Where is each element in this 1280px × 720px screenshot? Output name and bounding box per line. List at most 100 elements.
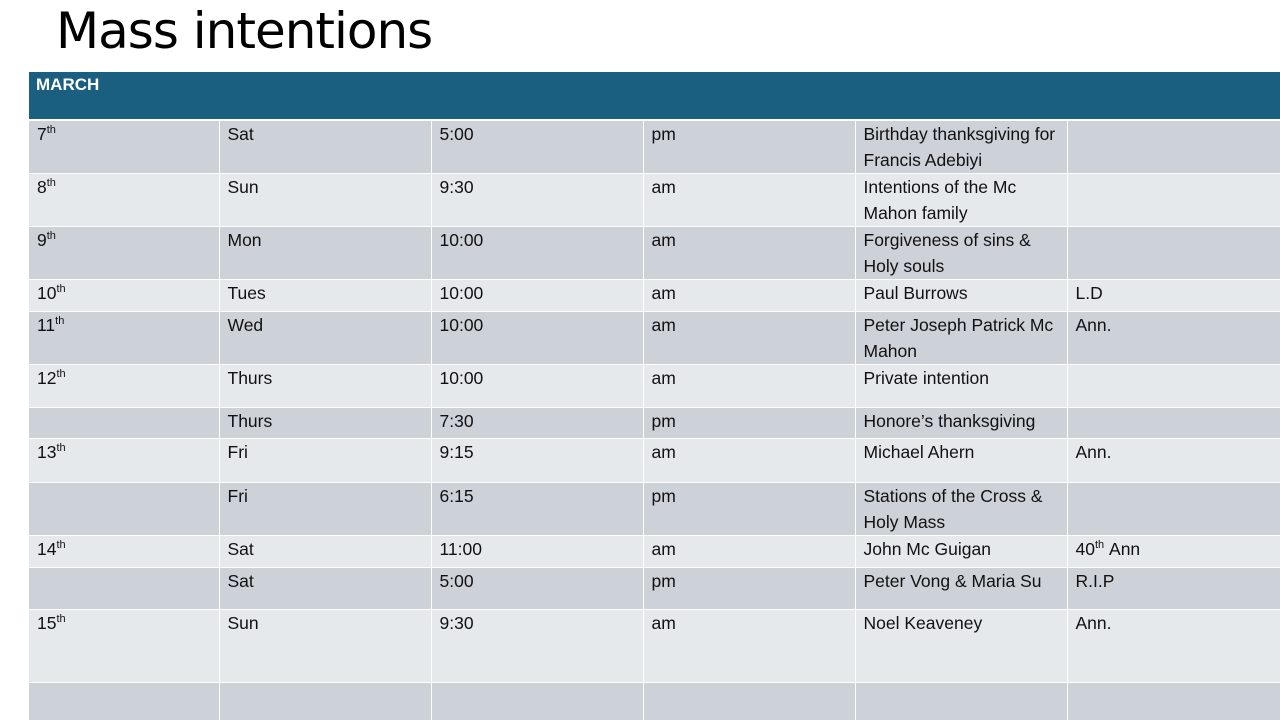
table-cell: 5:00 (430, 567, 643, 610)
table-cell: Sat (218, 567, 431, 610)
table-cell: L.D (1066, 279, 1280, 312)
cell-text: Intentions of the Mc Mahon family (863, 177, 1017, 223)
table-cell: 10:00 (430, 226, 643, 280)
table-row: Thurs 7:30 pm Honore’s thanksgiving (29, 407, 1280, 439)
cell-text: am (651, 442, 676, 462)
table-cell (218, 682, 431, 720)
cell-text: Sun (227, 613, 259, 633)
cell-text: R.I.P (1075, 571, 1115, 591)
cell-text: Forgiveness of sins & Holy souls (863, 230, 1031, 276)
table-cell (29, 407, 219, 439)
table-cell: Birthday thanksgiving for Francis Adebiy… (854, 119, 1067, 174)
table-cell: Michael Ahern (854, 438, 1067, 483)
cell-text: 8 (37, 177, 47, 197)
cell-text: Peter Vong & Maria Su (863, 571, 1042, 591)
table-cell (1066, 682, 1280, 720)
cell-text: 15 (37, 613, 57, 633)
cell-text: Ann (1109, 539, 1141, 559)
table-row (29, 682, 1280, 720)
table-row: 12th Thurs 10:00 am Private intention (29, 364, 1280, 408)
table-cell: am (642, 535, 855, 568)
cell-superscript: th (46, 230, 56, 242)
table-cell: R.I.P (1066, 567, 1280, 610)
cell-superscript: th (46, 124, 56, 136)
cell-superscript: th (55, 315, 65, 327)
table-cell: pm (642, 482, 855, 536)
cell-superscript: th (56, 283, 66, 295)
cell-text: 5:00 (439, 124, 474, 144)
table-cell: 11:00 (430, 535, 643, 568)
table-cell: am (642, 438, 855, 483)
cell-text: Birthday thanksgiving for Francis Adebiy… (863, 124, 1056, 170)
table-cell: Peter Joseph Patrick Mc Mahon (854, 311, 1067, 365)
table-cell: Wed (218, 311, 431, 365)
table-cell (1066, 482, 1280, 536)
cell-text: 10:00 (439, 230, 484, 250)
table-cell: 13th (29, 438, 219, 483)
cell-text: Stations of the Cross & Holy Mass (863, 486, 1043, 532)
table-cell: Intentions of the Mc Mahon family (854, 173, 1067, 227)
table-row: 11th Wed 10:00 am Peter Joseph Patrick Mc Ma… (29, 311, 1280, 365)
table-cell: Sun (218, 173, 431, 227)
table-row: 9th Mon 10:00 am Forgiveness of sins & Holy … (29, 226, 1280, 280)
cell-text: Ann. (1075, 613, 1112, 633)
table-cell (642, 682, 855, 720)
table-cell: Mon (218, 226, 431, 280)
table-cell: 10:00 (430, 279, 643, 312)
table-row: 13th Fri 9:15 am Michael Ahern Ann. (29, 438, 1280, 483)
table-cell: 7th (29, 119, 219, 174)
cell-text: 6:15 (439, 486, 474, 506)
cell-text: John Mc Guigan (863, 539, 991, 559)
cell-text: 9:30 (439, 613, 474, 633)
table-cell: 9:15 (430, 438, 643, 483)
table-cell: 6:15 (430, 482, 643, 536)
header-row: MARCH (29, 72, 1280, 121)
table-cell (854, 682, 1067, 720)
table-cell: 15th (29, 609, 219, 683)
cell-text: 9:30 (439, 177, 474, 197)
cell-text: Sat (227, 124, 254, 144)
table-cell: 5:00 (430, 119, 643, 174)
table-cell: 8th (29, 173, 219, 227)
table-cell: Sat (218, 119, 431, 174)
cell-text: 11:00 (439, 539, 483, 559)
cell-text: 13 (37, 442, 57, 462)
table-cell: 40th Ann (1066, 535, 1280, 568)
cell-text: 7 (37, 124, 47, 144)
table-cell: 12th (29, 364, 219, 408)
table-cell: am (642, 226, 855, 280)
cell-text: am (651, 230, 676, 250)
cell-text: 9 (37, 230, 47, 250)
cell-superscript: th (56, 613, 66, 625)
table-cell: pm (642, 407, 855, 439)
cell-text: Tues (227, 283, 266, 303)
cell-text: Mon (227, 230, 262, 250)
table-body: 7th Sat 5:00 pm Birthday thanksgiving for Fr… (29, 119, 1280, 720)
table-cell: 9:30 (430, 609, 643, 683)
table-cell (1066, 119, 1280, 174)
table-cell: 7:30 (430, 407, 643, 439)
cell-text: Private intention (863, 368, 990, 388)
table-cell: Peter Vong & Maria Su (854, 567, 1067, 610)
cell-text: pm (651, 411, 676, 431)
table-cell (29, 482, 219, 536)
cell-text: pm (651, 571, 676, 591)
cell-text: Sat (227, 571, 254, 591)
table-cell: pm (642, 567, 855, 610)
table-cell: 10:00 (430, 364, 643, 408)
table-cell: pm (642, 119, 855, 174)
cell-text: Noel Keaveney (863, 613, 983, 633)
cell-text: Ann. (1075, 442, 1112, 462)
cell-text: Sun (227, 177, 259, 197)
table-cell: 9th (29, 226, 219, 280)
cell-text: am (651, 177, 676, 197)
cell-text: 10:00 (439, 368, 484, 388)
slide-title: Mass intentions (56, 2, 433, 60)
cell-text: Fri (227, 442, 248, 462)
cell-superscript: th (46, 177, 56, 189)
table-cell: Ann. (1066, 311, 1280, 365)
cell-text: am (651, 368, 676, 388)
cell-superscript: th (56, 368, 66, 380)
cell-text: Sat (227, 539, 254, 559)
table-cell: 9:30 (430, 173, 643, 227)
